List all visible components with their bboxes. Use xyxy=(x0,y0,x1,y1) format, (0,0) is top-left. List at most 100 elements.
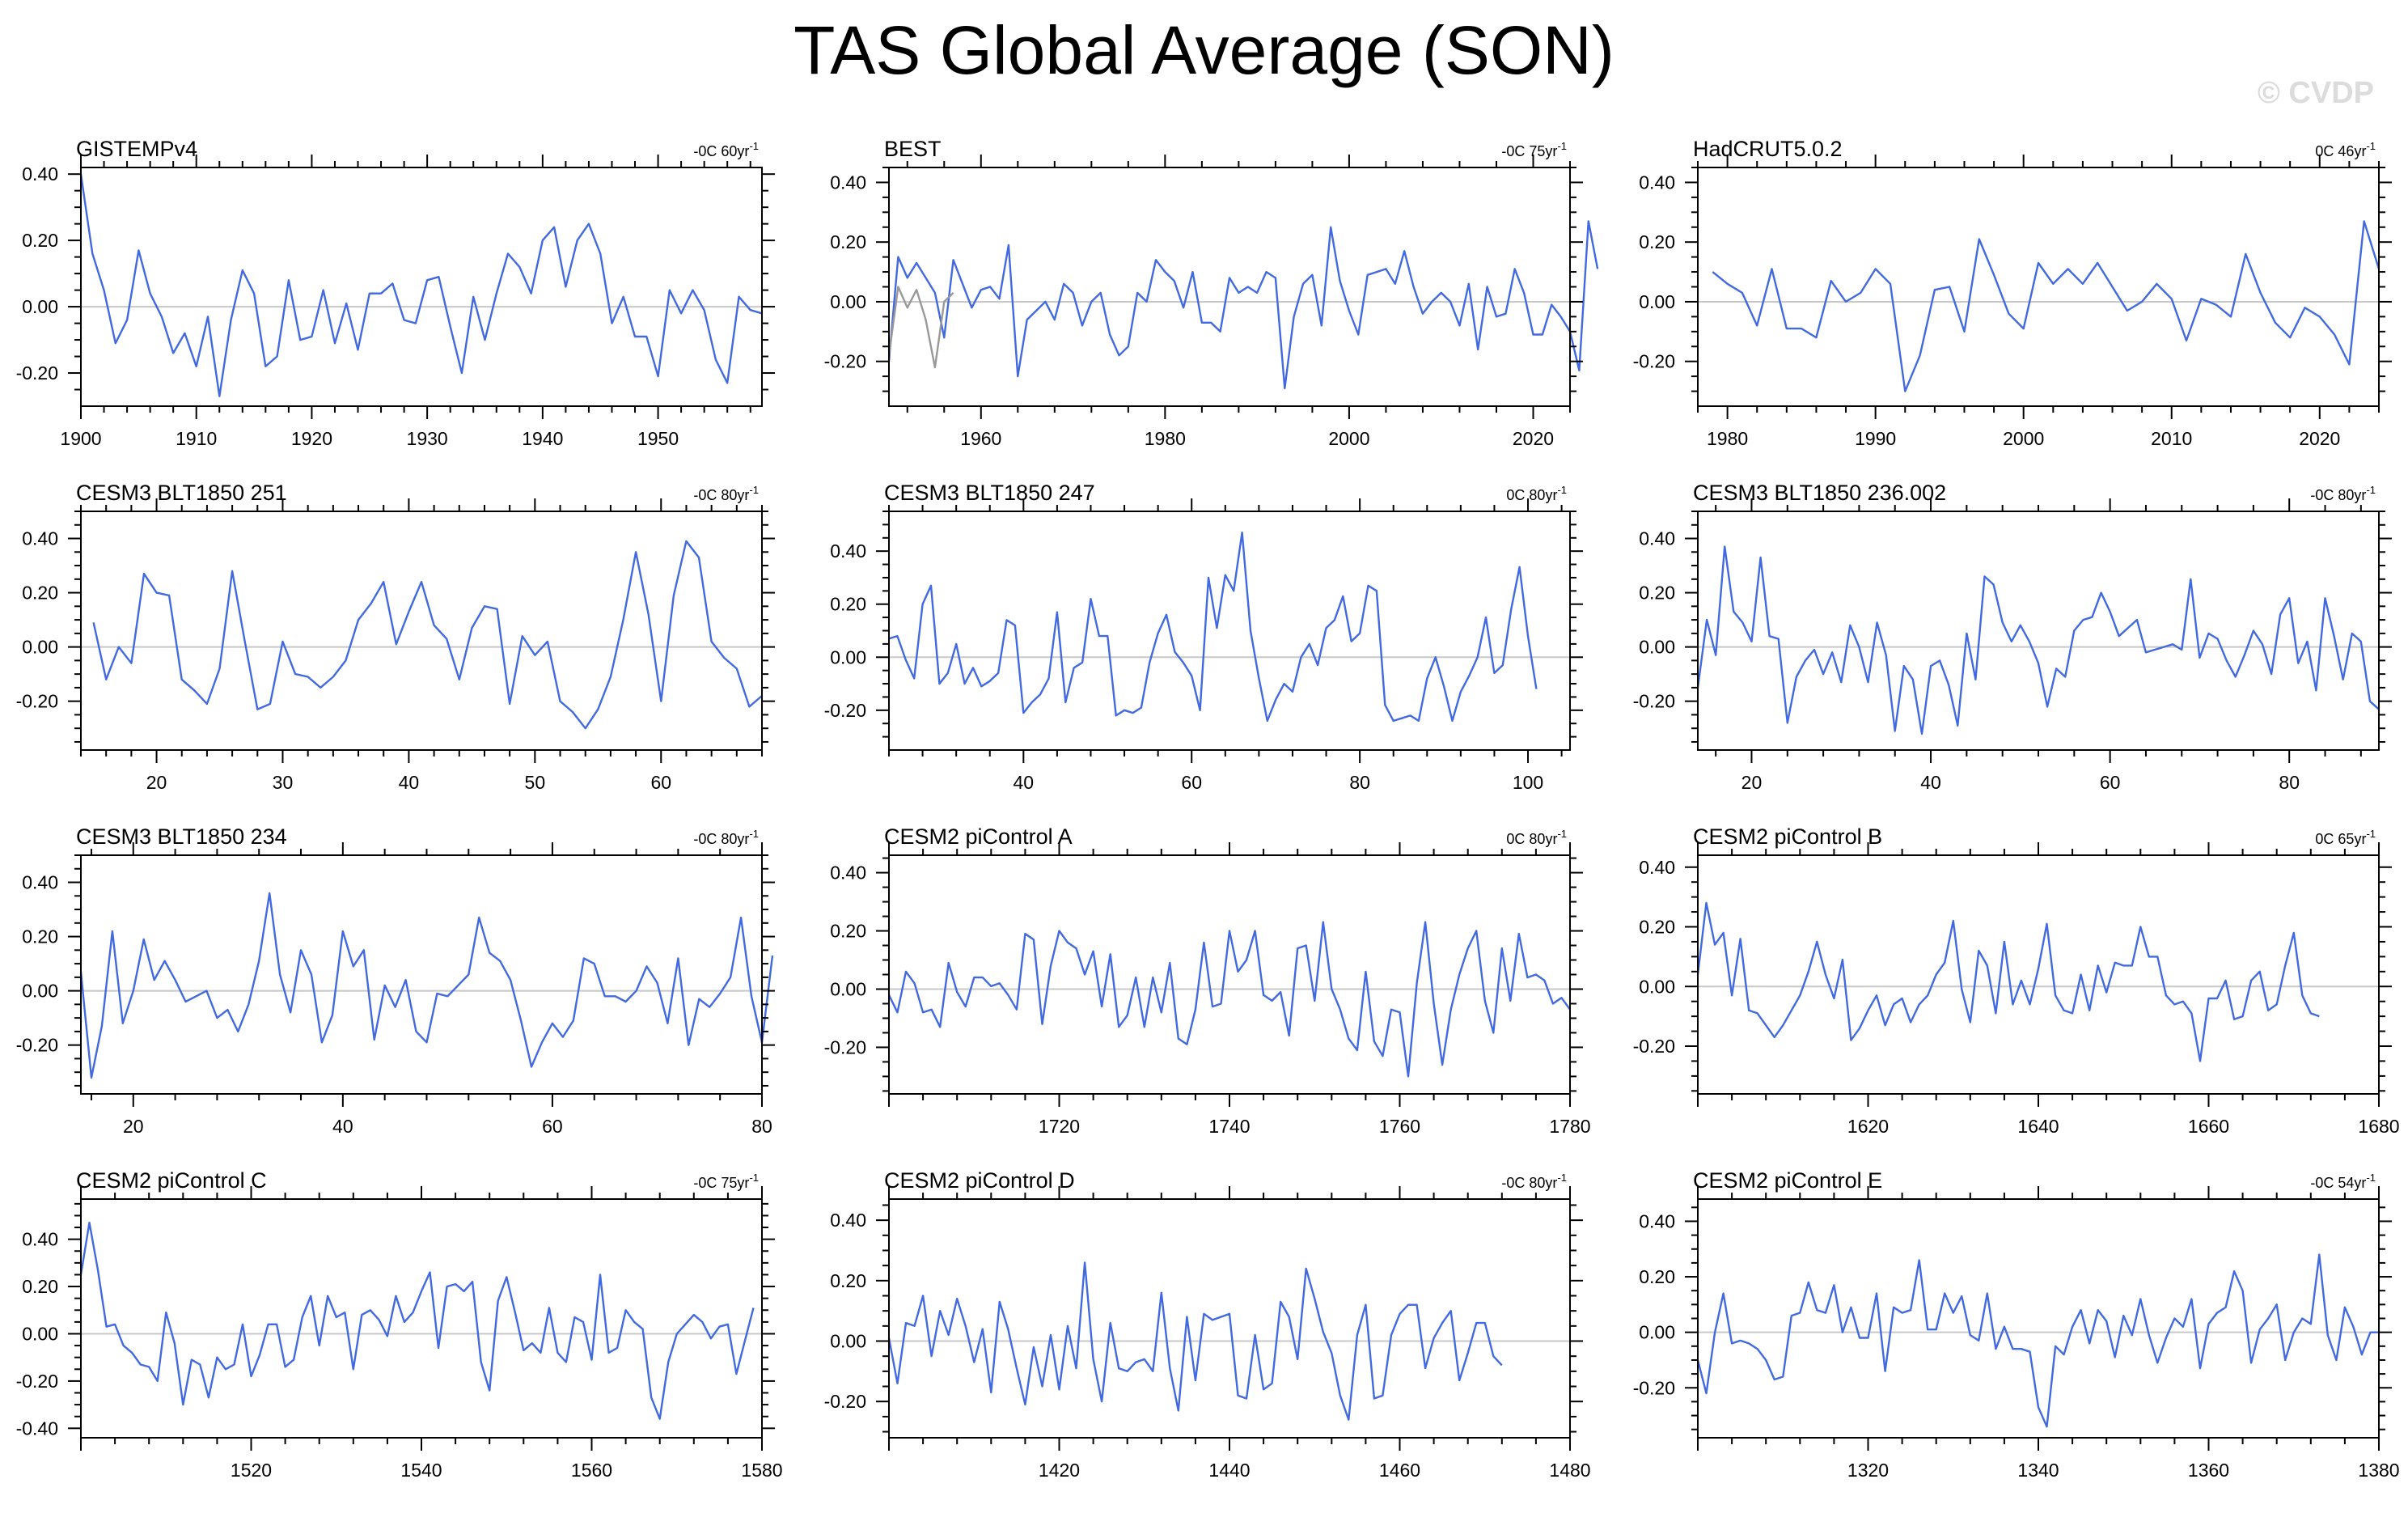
x-tick-label: 1320 xyxy=(1847,1460,1889,1481)
x-tick-label: 80 xyxy=(751,1116,772,1137)
y-tick-label: -0.20 xyxy=(16,691,58,712)
x-tick-label: 1360 xyxy=(2188,1460,2229,1481)
y-tick-label: 0.20 xyxy=(830,594,866,615)
y-tick-label: -0.20 xyxy=(824,351,866,372)
series-line-0 xyxy=(79,174,763,397)
y-tick-label: -0.20 xyxy=(16,1035,58,1056)
series-line-0 xyxy=(1696,545,2380,735)
y-tick-label: 0.40 xyxy=(22,1229,58,1250)
x-tick-label: 1460 xyxy=(1379,1460,1420,1481)
panel-1: 1960 1980 2000 2020 -0.20 0.00 0.20 0.40 BEST -0C… xyxy=(824,137,1599,449)
plot-frame xyxy=(1697,167,2380,407)
y-tick-label: -0.20 xyxy=(824,700,866,721)
plot-frame xyxy=(1697,854,2380,1095)
y-tick-label: -0.20 xyxy=(1633,691,1675,712)
x-tick-label: 40 xyxy=(332,1116,353,1137)
y-tick-label: 0.00 xyxy=(1639,291,1675,312)
y-tick-label: 0.00 xyxy=(22,981,58,1002)
y-tick-label: -0.20 xyxy=(16,362,58,384)
x-tick-label: 1910 xyxy=(176,428,217,449)
panel-title: CESM3 BLT1850 251 xyxy=(76,481,287,505)
panel-2: 1980 1990 2000 2010 2020 -0.20 0.00 0.20 0.40 Had… xyxy=(1633,137,2392,449)
x-tick-label: 1720 xyxy=(1039,1116,1080,1137)
x-tick-label: 1780 xyxy=(1549,1116,1590,1137)
x-tick-label: 1560 xyxy=(571,1460,612,1481)
panel-5: 20 40 60 80 -0.20 0.00 0.20 0.40 CESM3 BLT1850 2… xyxy=(1633,481,2392,793)
x-tick-label: 2000 xyxy=(1328,428,1369,449)
x-tick-label: 2000 xyxy=(2003,428,2044,449)
x-tick-label: 1680 xyxy=(2358,1116,2399,1137)
x-tick-label: 1930 xyxy=(407,428,448,449)
trend-label: -0C 80yr-1 xyxy=(2310,484,2376,503)
series-line-0 xyxy=(1712,220,2380,392)
panel-6: 20 40 60 80 -0.20 0.00 0.20 0.40 CESM3 BLT1850 2… xyxy=(16,824,775,1137)
panel-11: 1320 1340 1360 1380 -0.20 0.00 0.20 0.40 CESM2 p… xyxy=(1633,1168,2400,1481)
y-tick-label: 0.40 xyxy=(22,163,58,184)
page-title: TAS Global Average (SON) xyxy=(793,12,1615,88)
x-tick-label: 60 xyxy=(1181,772,1202,793)
x-tick-label: 1740 xyxy=(1208,1116,1250,1137)
x-tick-label: 1620 xyxy=(1847,1116,1889,1137)
x-tick-label: 1660 xyxy=(2188,1116,2229,1137)
y-tick-label: 0.00 xyxy=(22,296,58,317)
y-tick-label: 0.40 xyxy=(1639,857,1675,878)
y-tick-label: -0.20 xyxy=(1633,1036,1675,1057)
x-tick-label: 1900 xyxy=(60,428,101,449)
x-tick-label: 30 xyxy=(273,772,294,793)
trend-label: 0C 80yr-1 xyxy=(1506,484,1567,503)
y-tick-label: 0.40 xyxy=(22,872,58,893)
x-tick-label: 60 xyxy=(542,1116,563,1137)
panel-title: CESM2 piControl C xyxy=(76,1168,267,1193)
panel-title: CESM2 piControl A xyxy=(884,824,1073,849)
y-tick-label: 0.20 xyxy=(1639,231,1675,252)
series-line-0 xyxy=(79,1221,755,1420)
y-tick-label: -0.20 xyxy=(824,1036,866,1057)
series-line-0 xyxy=(92,540,763,730)
plot-frame xyxy=(888,511,1571,751)
x-tick-label: 40 xyxy=(1014,772,1035,793)
y-tick-label: 0.40 xyxy=(830,540,866,562)
x-tick-label: 1380 xyxy=(2358,1460,2399,1481)
y-tick-label: 0.40 xyxy=(1639,172,1675,193)
panel-4: 40 60 80 100 -0.20 0.00 0.20 0.40 CESM3 BLT1850 … xyxy=(824,481,1583,793)
y-tick-label: 0.20 xyxy=(830,231,866,252)
x-tick-label: 20 xyxy=(146,772,167,793)
x-tick-label: 1540 xyxy=(400,1460,442,1481)
x-tick-label: 60 xyxy=(2100,772,2121,793)
y-tick-label: 0.40 xyxy=(830,862,866,884)
panel-title: CESM2 piControl D xyxy=(884,1168,1075,1193)
y-tick-label: 0.40 xyxy=(1639,528,1675,549)
panel-title: GISTEMPv4 xyxy=(76,137,197,161)
y-tick-label: -0.20 xyxy=(1633,1377,1675,1398)
x-tick-label: 1480 xyxy=(1549,1460,1590,1481)
x-tick-label: 1980 xyxy=(1707,428,1748,449)
y-tick-label: -0.20 xyxy=(824,1391,866,1412)
trend-label: -0C 75yr-1 xyxy=(693,1172,759,1191)
panel-3: 20 30 40 50 60 -0.20 0.00 0.20 0.40 CESM3 BLT1850… xyxy=(16,481,775,793)
x-tick-label: 1990 xyxy=(1855,428,1896,449)
panel-10: 1420 1440 1460 1480 -0.20 0.00 0.20 0.40 CESM2 p… xyxy=(824,1168,1591,1481)
y-tick-label: 0.00 xyxy=(830,978,866,999)
y-tick-label: 0.00 xyxy=(1639,1322,1675,1343)
panel-title: CESM3 BLT1850 247 xyxy=(884,481,1095,505)
y-tick-label: 0.00 xyxy=(1639,976,1675,997)
plot-frame xyxy=(1697,511,2380,751)
y-tick-label: 0.20 xyxy=(1639,583,1675,604)
series-line-0 xyxy=(887,921,1571,1078)
series-line-0 xyxy=(887,220,1599,390)
x-tick-label: 1960 xyxy=(960,428,1001,449)
x-tick-label: 40 xyxy=(1920,772,1941,793)
series-line-0 xyxy=(887,1261,1503,1421)
x-tick-label: 1760 xyxy=(1379,1116,1420,1137)
y-tick-label: 0.20 xyxy=(830,1270,866,1291)
panel-title: CESM3 BLT1850 236.002 xyxy=(1693,481,1946,505)
y-tick-label: 0.20 xyxy=(830,921,866,942)
x-tick-label: 1950 xyxy=(637,428,679,449)
panel-9: 1520 1540 1560 1580 -0.40 -0.20 0.00 0.20 0.40 CE… xyxy=(16,1168,783,1481)
x-tick-label: 100 xyxy=(1513,772,1543,793)
panel-8: 1620 1640 1660 1680 -0.20 0.00 0.20 0.40 CESM2 p… xyxy=(1633,824,2400,1137)
y-tick-label: 0.20 xyxy=(22,583,58,604)
x-tick-label: 20 xyxy=(123,1116,144,1137)
panel-title: CESM2 piControl E xyxy=(1693,1168,1882,1193)
y-tick-label: -0.40 xyxy=(16,1418,58,1439)
